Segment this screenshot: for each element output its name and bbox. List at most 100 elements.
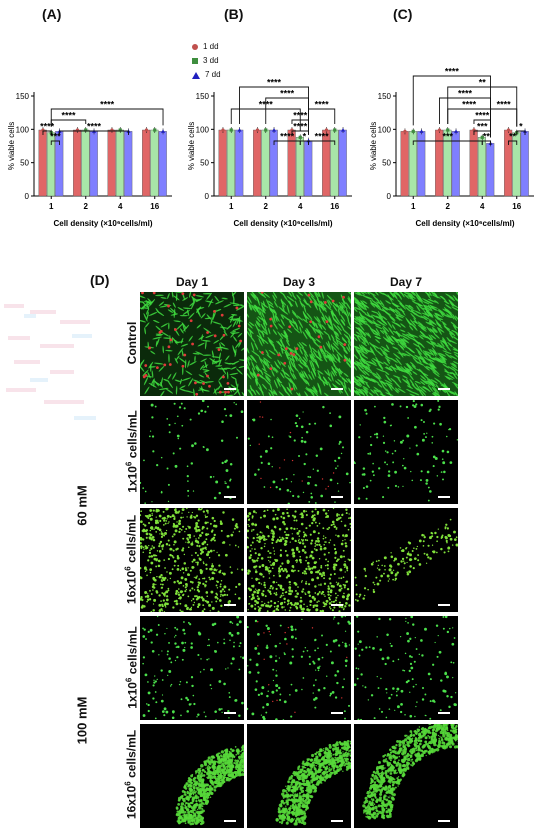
bar-1dd-2 <box>73 130 81 196</box>
micrograph-image <box>247 400 351 504</box>
scale-bar <box>331 388 343 390</box>
row-label-control: Control <box>125 303 139 383</box>
significance-label: ** <box>483 132 491 142</box>
significance-label: **** <box>315 100 330 110</box>
scale-bar <box>224 604 236 606</box>
point-marker <box>412 130 415 133</box>
bar-1dd-1 <box>39 130 47 196</box>
y-axis-label: % viable cells <box>369 122 378 170</box>
micrograph-image <box>247 292 351 396</box>
x-tick-label: 2 <box>446 202 451 211</box>
y-tick-label: 50 <box>20 159 29 168</box>
column-header-day1: Day 1 <box>140 275 244 289</box>
significance-label: **** <box>315 132 330 142</box>
significance-label: **** <box>40 122 55 132</box>
x-tick-label: 1 <box>229 202 234 211</box>
significance-label: ** <box>479 78 487 88</box>
y-tick-label: 50 <box>382 159 391 168</box>
bar-3dd-2 <box>82 130 90 196</box>
y-axis-label: % viable cells <box>187 122 196 170</box>
y-tick-label: 0 <box>387 192 392 201</box>
micrograph-image <box>140 400 244 504</box>
scale-bar <box>438 604 450 606</box>
point-marker <box>145 128 148 131</box>
x-tick-label: 1 <box>411 202 416 211</box>
y-tick-label: 100 <box>196 125 210 134</box>
square-marker-icon <box>192 58 198 64</box>
significance-label: **** <box>462 100 477 110</box>
x-tick-label: 16 <box>330 202 339 211</box>
faint-artifact-pattern <box>0 300 110 430</box>
micrograph-r1-c1 <box>247 400 351 504</box>
bar-1dd-4 <box>470 130 478 196</box>
scale-bar <box>438 712 450 714</box>
micrograph-image <box>354 508 458 612</box>
micrograph-image <box>247 616 351 720</box>
micrograph-r3-c1 <box>247 616 351 720</box>
micrograph-r4-c2 <box>354 724 458 828</box>
point-marker <box>264 128 267 131</box>
significance-label: **** <box>280 89 295 99</box>
micrograph-r1-c0 <box>140 400 244 504</box>
legend-label: 7 dd <box>205 68 221 82</box>
bar-1dd-1 <box>401 131 409 196</box>
point-marker <box>403 130 406 133</box>
micrograph-image <box>354 292 458 396</box>
bar-1dd-2 <box>253 130 261 196</box>
y-tick-label: 50 <box>200 159 209 168</box>
micrograph-image <box>354 616 458 720</box>
scale-bar <box>224 712 236 714</box>
x-axis-label: Cell density (×10⁶cells/ml) <box>415 219 514 228</box>
micrograph-image <box>354 400 458 504</box>
significance-label: **** <box>280 132 295 142</box>
bar-1dd-1 <box>219 130 227 196</box>
scale-bar <box>331 496 343 498</box>
significance-label: * <box>303 132 307 142</box>
bar-7dd-1 <box>235 130 243 196</box>
bar-7dd-16 <box>339 130 347 196</box>
bar-7dd-2 <box>90 131 98 196</box>
row-label-60mm-low: 1x106 cells/mL <box>125 392 140 512</box>
column-header-day3: Day 3 <box>247 275 351 289</box>
triangle-marker-icon <box>192 72 200 79</box>
point-marker <box>153 128 156 131</box>
bar-3dd-1 <box>227 130 235 196</box>
point-marker <box>333 128 336 131</box>
scale-bar <box>224 388 236 390</box>
bar-1dd-16 <box>142 130 150 196</box>
row-label-100mm-high: 16x106 cells/mL <box>124 710 139 840</box>
y-tick-label: 100 <box>378 125 392 134</box>
x-tick-label: 4 <box>480 202 485 211</box>
significance-label: **** <box>445 67 460 77</box>
significance-label: *** <box>477 122 488 132</box>
chart-legend: 1 dd 3 dd 7 dd <box>192 40 221 82</box>
y-tick-label: 0 <box>25 192 30 201</box>
micrograph-image <box>247 508 351 612</box>
significance-label: *** <box>442 132 453 142</box>
point-marker <box>438 128 441 131</box>
significance-label: **** <box>475 111 490 121</box>
y-tick-label: 150 <box>196 92 210 101</box>
point-marker <box>299 136 302 139</box>
significance-bracket <box>51 120 86 127</box>
micrograph-r0-c0 <box>140 292 244 396</box>
significance-label: **** <box>61 111 76 121</box>
scale-bar <box>331 820 343 822</box>
bar-7dd-4 <box>486 143 494 196</box>
micrograph-r1-c2 <box>354 400 458 504</box>
significance-label: ** <box>509 132 517 142</box>
panel-label-d: (D) <box>90 272 109 288</box>
x-tick-label: 16 <box>150 202 159 211</box>
micrograph-image <box>140 292 244 396</box>
bar-1dd-4 <box>108 130 116 196</box>
scale-bar <box>224 820 236 822</box>
bar-3dd-16 <box>331 130 339 196</box>
micrograph-image <box>247 724 351 828</box>
micrograph-r4-c0 <box>140 724 244 828</box>
micrograph-r2-c1 <box>247 508 351 612</box>
x-tick-label: 2 <box>84 202 89 211</box>
group-label-60mm: 60 mM <box>75 476 90 536</box>
y-tick-label: 150 <box>16 92 30 101</box>
